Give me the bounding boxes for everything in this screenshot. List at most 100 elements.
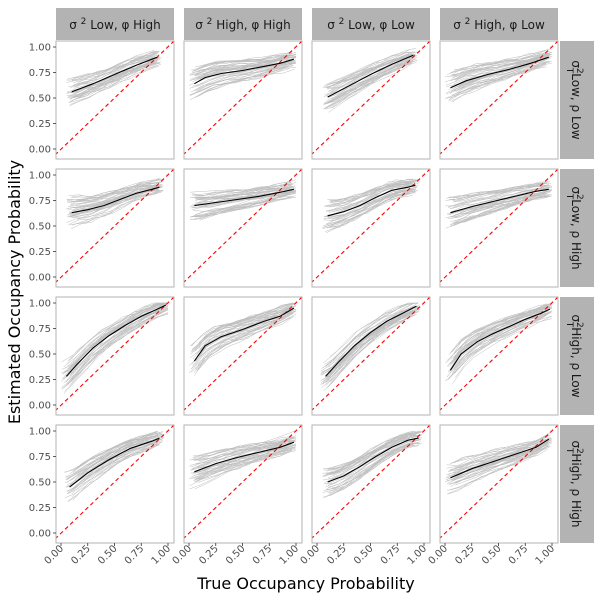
replicate-lines xyxy=(66,177,164,230)
panel-r3-c1 xyxy=(55,296,175,416)
replicate-line xyxy=(326,438,422,489)
replicate-line xyxy=(325,181,412,207)
mean-line xyxy=(65,304,167,377)
replicate-line xyxy=(64,431,157,473)
replicate-line xyxy=(194,195,296,217)
replicate-line xyxy=(329,53,410,84)
replicate-line xyxy=(198,50,293,73)
replicate-line xyxy=(197,312,294,371)
replicate-line xyxy=(192,440,296,479)
panel-r4-c1 xyxy=(55,424,175,544)
replicate-line xyxy=(448,187,550,207)
x-tick-label: 1.00 xyxy=(534,543,558,567)
replicate-line xyxy=(328,60,410,102)
replicate-line xyxy=(450,63,547,102)
panel-r3-c4 xyxy=(439,296,559,416)
column-strip-4: σ 2 High, φ Low xyxy=(440,8,558,40)
replicate-line xyxy=(190,316,294,373)
replicate-line xyxy=(455,194,547,224)
y-tick-label: 0.25 xyxy=(29,119,51,130)
x-axis-title: True Occupancy Probability xyxy=(196,574,414,593)
replicate-line xyxy=(69,435,157,486)
replicate-lines xyxy=(320,302,421,391)
panel-background xyxy=(311,296,431,416)
replicate-line xyxy=(448,196,551,218)
replicate-line xyxy=(71,444,158,494)
replicate-line xyxy=(75,63,157,98)
replicate-line xyxy=(330,184,414,221)
replicate-line xyxy=(328,440,416,494)
replicate-line xyxy=(65,437,156,481)
replicate-line xyxy=(69,63,162,102)
replicate-line xyxy=(63,307,169,394)
replicate-line xyxy=(326,309,414,382)
replicate-line xyxy=(455,444,549,483)
replicate-line xyxy=(191,305,293,347)
replicate-line xyxy=(194,65,294,91)
replicate-line xyxy=(73,185,162,210)
panel-r1-c4 xyxy=(439,40,559,160)
x-tick-label: 0.00 xyxy=(171,543,195,567)
y-tick-label: 0.00 xyxy=(29,401,51,412)
replicate-line xyxy=(453,181,550,202)
replicate-line xyxy=(451,66,547,96)
y-tick-label: 1.00 xyxy=(29,427,51,438)
replicate-line xyxy=(324,441,419,498)
replicate-line xyxy=(331,180,418,202)
replicate-line xyxy=(197,451,290,483)
replicate-line xyxy=(73,177,160,203)
x-tick-label: 0.50 xyxy=(352,543,376,567)
replicate-line xyxy=(447,309,547,367)
replicate-line xyxy=(328,433,418,478)
replicate-line xyxy=(450,191,551,209)
panel-r1-c2 xyxy=(183,40,303,160)
replicate-line xyxy=(454,307,550,353)
mean-line xyxy=(194,441,295,473)
replicate-lines xyxy=(322,430,423,498)
replicate-line xyxy=(331,181,414,213)
replicate-line xyxy=(66,444,159,495)
x-tick-label: 1.00 xyxy=(278,543,302,567)
replicate-line xyxy=(193,446,296,481)
replicate-line xyxy=(69,189,163,214)
replicate-line xyxy=(70,190,164,230)
panel-r4-c3 xyxy=(311,424,431,544)
replicate-line xyxy=(448,181,547,208)
replicate-line xyxy=(450,193,548,222)
replicate-line xyxy=(454,53,548,89)
row-strips: σ2TLow, ρ Low σ2TLow, ρ High σ2THigh, ρ Lo… xyxy=(560,41,594,543)
mean-line xyxy=(327,437,419,483)
replicate-line xyxy=(329,191,416,228)
replicate-line xyxy=(322,435,416,478)
replicate-line xyxy=(322,311,415,383)
replicate-line xyxy=(192,61,295,87)
replicate-line xyxy=(68,193,157,218)
replicate-line xyxy=(447,52,553,75)
replicate-line xyxy=(194,54,292,72)
replicate-line xyxy=(67,443,157,503)
replicate-line xyxy=(193,444,293,474)
y-tick-label: 0.75 xyxy=(29,452,51,463)
replicate-line xyxy=(76,58,159,93)
y-tick-label: 0.25 xyxy=(29,503,51,514)
replicate-line xyxy=(192,53,297,73)
replicate-line xyxy=(190,193,291,220)
mean-line xyxy=(71,56,158,93)
replicate-line xyxy=(66,433,163,488)
x-tick-label: 0.25 xyxy=(325,543,349,567)
y-tick-label: 0.50 xyxy=(29,94,51,105)
x-tick-label: 0.25 xyxy=(197,543,221,567)
replicate-line xyxy=(62,312,164,390)
replicate-line xyxy=(455,448,549,486)
replicate-line xyxy=(332,438,420,492)
replicate-line xyxy=(67,441,159,502)
replicate-line xyxy=(326,191,416,234)
replicate-line xyxy=(321,302,415,373)
replicate-line xyxy=(452,315,553,374)
row-strip-1: σ2TLow, ρ Low xyxy=(560,41,594,159)
y-axis-title: Estimated Occupancy Probability xyxy=(5,160,24,424)
x-tick-label: 0.50 xyxy=(224,543,248,567)
column-strip-label: σ 2 Low, φ High xyxy=(69,17,161,32)
panel-background xyxy=(183,168,303,288)
replicate-line xyxy=(190,303,291,355)
